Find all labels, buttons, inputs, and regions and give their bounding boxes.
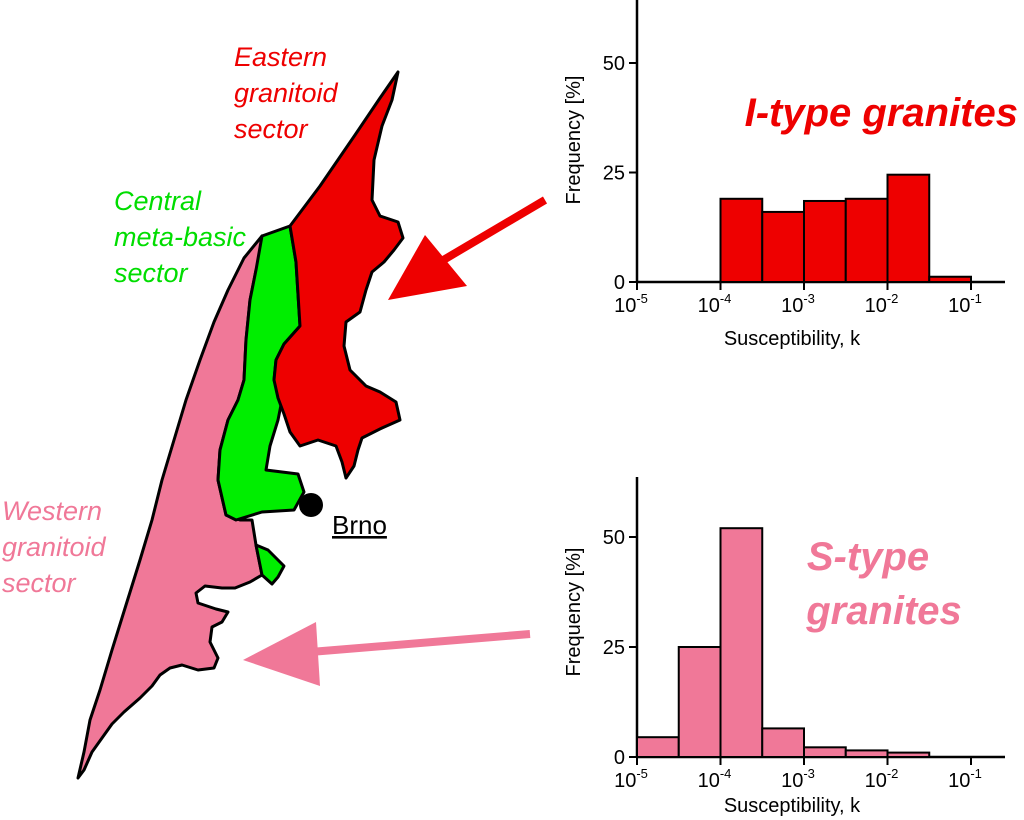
x-tick-label: 10-2 <box>865 291 899 317</box>
eastern-label-line2: granitoid <box>234 78 339 108</box>
y-tick-label: 0 <box>614 272 625 294</box>
y-tick-label: 50 <box>603 53 625 75</box>
histogram-bar <box>761 210 805 283</box>
western-sector-region <box>76 234 267 780</box>
chart-title-line2: granites <box>805 589 962 633</box>
histogram-bar <box>886 173 931 283</box>
map <box>76 70 405 780</box>
central-sector-outlier <box>254 543 286 586</box>
y-axis-label: Frequency [%] <box>563 548 585 677</box>
histogram-bar <box>844 197 889 283</box>
x-tick-label: 10-5 <box>614 766 648 792</box>
y-tick-label: 25 <box>603 637 625 659</box>
x-tick-label: 10-4 <box>698 766 732 792</box>
histogram-bar <box>844 749 889 759</box>
x-tick-label: 10-1 <box>948 766 982 792</box>
brno-label: Brno <box>332 510 387 540</box>
central-sector-label: Central meta-basic sector <box>114 186 254 288</box>
y-tick-label: 25 <box>603 163 625 185</box>
histogram-bar <box>719 527 764 759</box>
x-tick-label: 10-1 <box>948 291 982 317</box>
x-axis-label: Susceptibility, k <box>724 328 861 350</box>
eastern-sector-label: Eastern granitoid sector <box>234 42 345 144</box>
s-type-histogram: 0 25 50 10-5 10-4 10-3 10-2 10-1 Susceptibilit… <box>563 477 1005 817</box>
x-axis-label: Susceptibility, k <box>724 795 861 817</box>
eastern-sector-region <box>272 70 405 480</box>
y-axis-label: Frequency [%] <box>563 76 585 205</box>
histogram-bar <box>677 646 722 758</box>
x-tick-label: 10-4 <box>698 291 732 317</box>
chart-title-line1: S-type <box>807 535 929 579</box>
eastern-label-line3: sector <box>234 114 309 144</box>
i-type-histogram: 0 25 50 10-5 10-4 10-3 10-2 10-1 Susceptibilit… <box>563 0 1018 350</box>
chart-title: I-type granites <box>745 91 1018 135</box>
x-tick-label: 10-3 <box>781 291 815 317</box>
i-type-arrow-icon <box>388 196 548 300</box>
eastern-label-line1: Eastern <box>234 42 327 72</box>
histogram-bar <box>803 746 847 759</box>
s-type-arrow-icon <box>243 622 531 686</box>
histogram-bar <box>803 199 847 283</box>
histogram-bar <box>636 736 680 759</box>
histogram-bar <box>886 751 931 758</box>
western-label-line3: sector <box>2 568 77 598</box>
histogram-bar <box>761 727 805 759</box>
western-label-line2: granitoid <box>2 532 107 562</box>
y-tick-label: 50 <box>603 527 625 549</box>
central-label-line3: sector <box>114 258 189 288</box>
central-label-line1: Central <box>114 186 202 216</box>
central-label-line2: meta-basic <box>114 222 247 252</box>
western-sector-label: Western granitoid sector <box>2 496 113 598</box>
y-tick-label: 0 <box>614 747 625 769</box>
western-label-line1: Western <box>2 496 102 526</box>
x-tick-label: 10-2 <box>865 766 899 792</box>
histogram-bar <box>719 197 764 283</box>
x-tick-label: 10-5 <box>614 291 648 317</box>
x-tick-label: 10-3 <box>781 766 815 792</box>
histogram-bar <box>928 275 972 283</box>
brno-marker-icon <box>299 493 323 517</box>
